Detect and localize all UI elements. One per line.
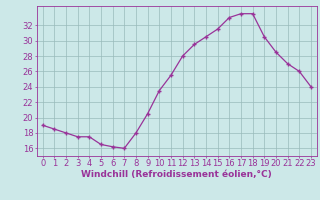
X-axis label: Windchill (Refroidissement éolien,°C): Windchill (Refroidissement éolien,°C) <box>81 170 272 179</box>
